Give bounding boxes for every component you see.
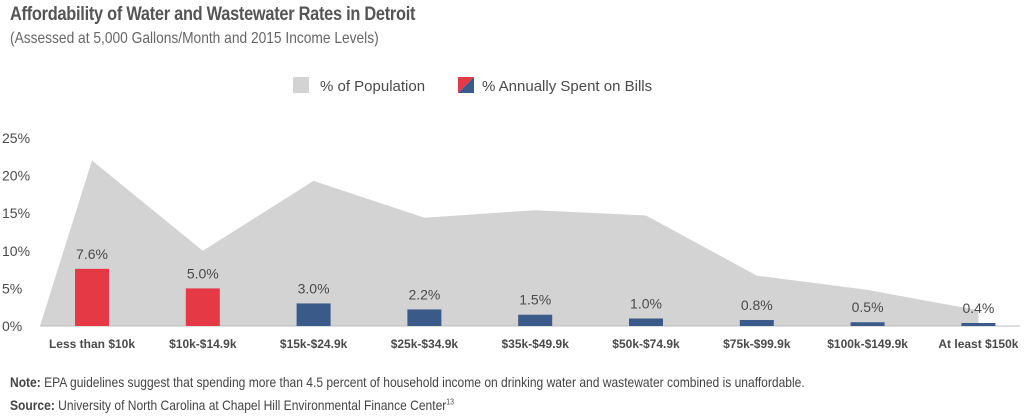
legend-label-population: % of Population [320, 78, 425, 95]
y-tick-label: 10% [2, 243, 30, 259]
bar-data-label: 7.6% [76, 246, 108, 262]
x-tick-label: $35k-$49.9k [501, 337, 569, 351]
bar-bills-4 [518, 314, 553, 326]
source-label: Source: [10, 397, 55, 413]
bar-data-label: 2.2% [408, 286, 440, 302]
x-tick-label: $75k-$99.9k [723, 337, 791, 351]
y-tick-label: 20% [2, 168, 30, 184]
bar-bills-7 [850, 322, 885, 326]
legend-label-bills: % Annually Spent on Bills [482, 78, 652, 95]
bar-bills-1 [185, 288, 220, 326]
source: Source: University of North Carolina at … [10, 397, 454, 413]
source-text: University of North Carolina at Chapel H… [54, 397, 447, 413]
population-area [40, 160, 979, 326]
bar-bills-3 [407, 309, 442, 326]
bar-bills-6 [739, 319, 774, 326]
source-reference: 13 [446, 397, 454, 407]
y-tick-label: 5% [2, 280, 22, 296]
chart-subtitle: (Assessed at 5,000 Gallons/Month and 201… [10, 30, 379, 47]
y-tick-label: 0% [2, 318, 22, 334]
bar-data-label: 0.8% [741, 297, 773, 313]
bar-data-label: 1.5% [519, 292, 551, 308]
x-tick-label: Less than $10k [49, 337, 135, 351]
bar-data-label: 0.4% [962, 300, 994, 316]
bars-layer: 7.6% 5.0% 3.0% 2.2% 1.5% 1.0% 0.8% 0.5% 0.4% [75, 246, 996, 326]
y-tick-label: 15% [2, 205, 30, 221]
legend: % of Population % Annually Spent on Bill… [293, 77, 652, 95]
legend-swatch-population [293, 77, 309, 93]
bar-data-label: 0.5% [852, 299, 884, 315]
note-text: EPA guidelines suggest that spending mor… [40, 374, 805, 390]
y-tick-label: 25% [2, 130, 30, 146]
x-tick-label: $100k-$149.9k [827, 337, 908, 351]
chart-title: Affordability of Water and Wastewater Ra… [10, 4, 416, 25]
legend-swatch-bills-blue [458, 77, 474, 93]
note: Note: EPA guidelines suggest that spendi… [10, 374, 805, 390]
x-tick-label: $25k-$34.9k [391, 337, 459, 351]
bar-bills-5 [629, 318, 663, 326]
x-axis: Less than $10k $10k-$14.9k $15k-$24.9k $25k… [49, 337, 1019, 351]
x-tick-label: At least $150k [938, 337, 1018, 351]
bar-bills-8 [961, 322, 996, 326]
bar-data-label: 1.0% [630, 295, 662, 311]
x-tick-label: $50k-$74.9k [612, 337, 680, 351]
x-tick-label: $10k-$14.9k [169, 337, 237, 351]
x-tick-label: $15k-$24.9k [280, 337, 348, 351]
bar-bills-0 [75, 268, 109, 326]
bar-bills-2 [296, 303, 331, 326]
y-axis: 0% 5% 10% 15% 20% 25% [2, 130, 30, 334]
note-label: Note: [10, 374, 41, 390]
bar-data-label: 3.0% [298, 280, 330, 296]
bar-data-label: 5.0% [187, 265, 219, 281]
